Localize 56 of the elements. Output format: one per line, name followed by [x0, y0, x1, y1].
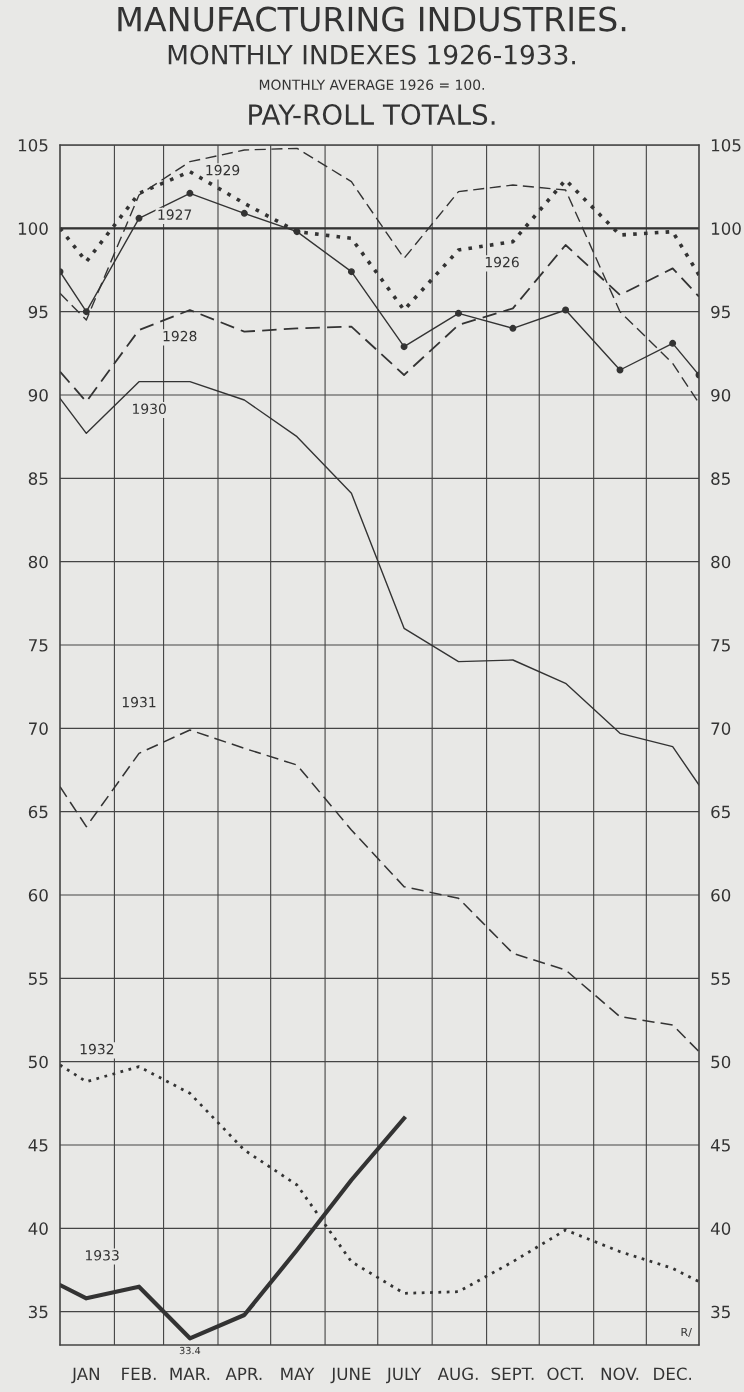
y2-tick-label: 65 [711, 805, 730, 819]
y2-tick-label: 95 [711, 305, 730, 319]
y-tick-label: 105 [18, 138, 48, 152]
y-tick-label: 75 [29, 639, 48, 652]
y2-tick-label: 80 [711, 555, 731, 569]
x-tick-label: JUNE [330, 1367, 371, 1384]
y2-tick-label: 90 [711, 388, 731, 402]
y2-tick-label: 40 [710, 1222, 731, 1235]
y-tick-label: 95 [28, 305, 48, 319]
y-tick-label: 35 [28, 1305, 48, 1319]
text: 1933 [85, 1250, 119, 1261]
y2-tick-label: 100 [711, 222, 741, 235]
x-tick-label: DEC. [654, 1367, 692, 1381]
y-tick-label: 80 [28, 555, 48, 569]
y-tick-label: 85 [28, 472, 48, 485]
y-tick-label: 65 [28, 805, 48, 819]
x-tick-label: MAR. [170, 1367, 210, 1380]
series-label: 1930 [133, 403, 166, 415]
x-tick-label: NOV. [601, 1367, 639, 1381]
series-label: 1926 [485, 256, 519, 268]
y-tick-label: 90 [28, 388, 48, 402]
x-tick-label: JAN [71, 1367, 99, 1384]
series-label: 1932 [80, 1043, 114, 1055]
data-label: 33.4 [179, 1346, 201, 1355]
y-tick-label: 100 [18, 222, 48, 235]
series-label: 1929 [206, 164, 240, 176]
series-label: 1927 [158, 209, 192, 220]
text: PAY-ROLL TOTALS. [249, 104, 495, 126]
annotation: R/ [681, 1327, 692, 1338]
y2-tick-label: 70 [711, 722, 731, 735]
text: MONTHLY AVERAGE 1926 = 100. [259, 79, 484, 91]
y-tick-label: 55 [28, 972, 48, 985]
series-label: 1928 [163, 330, 197, 342]
y2-tick-label: 45 [710, 1139, 730, 1152]
y-tick-label: 70 [29, 722, 48, 735]
y2-tick-label: 60 [711, 888, 731, 902]
y2-tick-label: 85 [711, 472, 730, 485]
y-tick-label: 45 [28, 1139, 48, 1152]
y2-tick-label: 35 [711, 1305, 730, 1319]
y-tick-label: 40 [28, 1222, 48, 1235]
text: 1931 [122, 696, 156, 708]
x-tick-label: OCT. [547, 1367, 583, 1381]
y-tick-label: 50 [28, 1055, 48, 1069]
x-tick-label: SEPT. [491, 1367, 534, 1381]
chart-title: MANUFACTURING INDUSTRIES. [118, 6, 626, 32]
chart-subtitle: MONTHLY INDEXES 1926-1933. [168, 44, 575, 65]
x-tick-label: MAY [281, 1367, 315, 1380]
y-tick-label: 60 [28, 888, 48, 902]
y2-tick-label: 55 [711, 972, 730, 985]
x-tick-label: FEB. [122, 1367, 156, 1380]
x-tick-label: APR. [225, 1367, 262, 1380]
y2-tick-label: 50 [711, 1055, 731, 1069]
x-tick-label: AUG. [437, 1367, 478, 1381]
y2-tick-label: 105 [711, 138, 741, 152]
y2-tick-label: 75 [711, 639, 730, 652]
x-tick-label: JULY [386, 1367, 422, 1384]
